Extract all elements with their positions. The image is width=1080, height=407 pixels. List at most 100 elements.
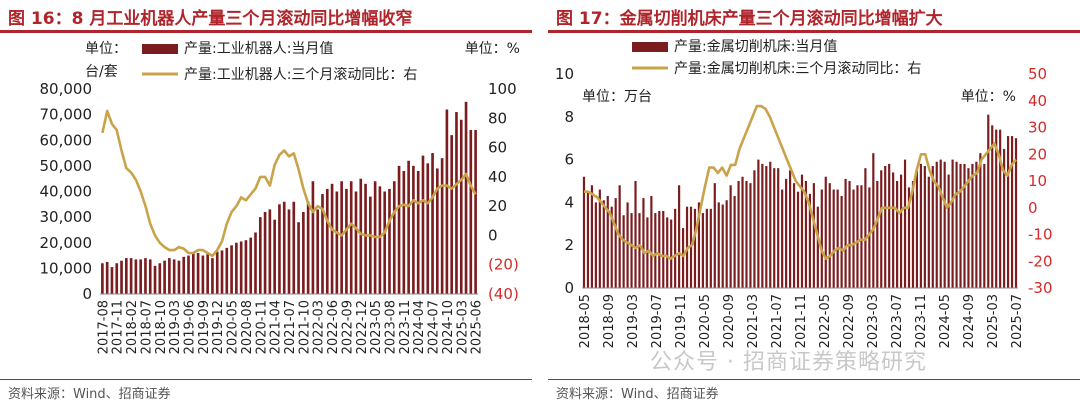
bar bbox=[634, 181, 637, 288]
legend-bar-swatch bbox=[142, 44, 178, 54]
bar bbox=[120, 260, 123, 294]
bar bbox=[125, 258, 128, 294]
y-right-tick-label: -30 bbox=[1028, 279, 1053, 297]
x-tick-label: 2018-10 bbox=[154, 300, 169, 354]
bar bbox=[773, 168, 776, 288]
bar bbox=[421, 155, 425, 294]
bar bbox=[769, 161, 772, 288]
bar bbox=[330, 183, 334, 294]
bar bbox=[582, 176, 586, 288]
bar bbox=[239, 241, 243, 294]
bar bbox=[991, 125, 994, 288]
bar bbox=[590, 185, 593, 288]
bar bbox=[215, 251, 219, 294]
machine-tool-production-chart: 单位：万台 单位：% 产量:金属切削机床:当月值产量:金属切削机床:三个月滚动同比：… bbox=[555, 39, 1053, 348]
y-left-tick-label: 50,000 bbox=[40, 157, 93, 175]
bar bbox=[658, 210, 661, 288]
bar bbox=[999, 129, 1002, 288]
bar bbox=[923, 166, 926, 288]
bar bbox=[249, 237, 253, 294]
x-tick-label: 2021-10 bbox=[297, 300, 312, 354]
figure-16-title: 图 16：8 月工业机器人产量三个月滚动同比增幅收窄 bbox=[8, 9, 413, 29]
x-tick-label: 2025-07 bbox=[1010, 294, 1025, 348]
y-right-tick-label: 60 bbox=[488, 139, 507, 157]
legend-bar-swatch bbox=[632, 42, 668, 52]
x-tick-label: 2018-02 bbox=[125, 300, 140, 354]
x-tick-label: 2021-07 bbox=[283, 300, 298, 354]
bar bbox=[824, 176, 827, 288]
x-tick-label: 2021-04 bbox=[269, 300, 284, 354]
y-right-tick-label: (20) bbox=[488, 256, 519, 274]
bar bbox=[662, 210, 665, 288]
bar bbox=[931, 166, 934, 288]
bar bbox=[816, 206, 819, 288]
bar bbox=[844, 178, 847, 288]
x-tick-label: 2022-06 bbox=[326, 300, 341, 354]
y-right-tick-label: 40 bbox=[1028, 92, 1047, 110]
x-tick-label: 2023-05 bbox=[369, 300, 384, 354]
y-left-tick-label: 2 bbox=[564, 236, 574, 254]
bar bbox=[201, 255, 205, 294]
bar bbox=[598, 189, 601, 288]
x-tick-label: 2022-05 bbox=[818, 294, 833, 348]
bar bbox=[211, 258, 214, 294]
bar bbox=[705, 208, 708, 288]
bar bbox=[971, 163, 974, 288]
bar bbox=[297, 222, 300, 294]
bar bbox=[105, 261, 109, 294]
bar bbox=[955, 161, 958, 288]
bar bbox=[860, 185, 863, 288]
bar bbox=[745, 181, 748, 288]
bar bbox=[951, 159, 954, 288]
x-tick-label: 2022-09 bbox=[842, 294, 857, 348]
x-tick-label: 2021-03 bbox=[746, 294, 761, 348]
bar bbox=[852, 189, 855, 288]
bar bbox=[800, 174, 804, 288]
bar bbox=[455, 112, 458, 294]
bar bbox=[158, 263, 162, 294]
bar bbox=[630, 213, 633, 288]
bar bbox=[935, 161, 938, 288]
x-tick-label: 2025-06 bbox=[470, 300, 485, 354]
bar bbox=[115, 263, 119, 294]
x-tick-label: 2024-04 bbox=[412, 300, 427, 354]
bar bbox=[392, 181, 396, 294]
bar bbox=[670, 219, 673, 288]
bar bbox=[614, 198, 617, 288]
y-left-tick-label: 30,000 bbox=[40, 208, 93, 226]
bar bbox=[254, 232, 257, 294]
bar bbox=[474, 130, 477, 294]
y-left-tick-label: 10,000 bbox=[40, 259, 93, 277]
right-unit-label: 单位：% bbox=[961, 89, 1016, 105]
x-tick-label: 2021-11 bbox=[794, 294, 809, 348]
y-left-tick-label: 6 bbox=[564, 151, 574, 169]
bar bbox=[903, 159, 907, 288]
bar bbox=[431, 153, 434, 294]
x-tick-label: 2020-11 bbox=[254, 300, 269, 354]
y-right-tick-label: 10 bbox=[1028, 172, 1047, 190]
bar bbox=[139, 259, 142, 294]
bar bbox=[963, 163, 966, 288]
bar bbox=[757, 159, 760, 288]
y-right-tick-label: 50 bbox=[1028, 65, 1047, 83]
bar bbox=[848, 181, 851, 288]
x-tick-label: 2019-11 bbox=[674, 294, 689, 348]
bar bbox=[741, 176, 744, 288]
bar bbox=[880, 170, 883, 288]
figure-17-title: 图 17：金属切削机床产量三个月滚动同比增幅扩大 bbox=[556, 9, 943, 29]
y-left-tick-label: 8 bbox=[564, 108, 574, 126]
bar bbox=[832, 189, 835, 288]
x-tick-label: 2020-09 bbox=[722, 294, 737, 348]
bar bbox=[975, 161, 978, 288]
x-tick-label: 2019-03 bbox=[168, 300, 183, 354]
bar bbox=[888, 163, 891, 288]
bar bbox=[884, 166, 887, 288]
bar bbox=[919, 163, 922, 288]
y-right-tick-label: -10 bbox=[1028, 226, 1053, 244]
x-tick-label: 2018-07 bbox=[139, 300, 154, 354]
bar bbox=[187, 255, 190, 294]
bar bbox=[650, 195, 653, 288]
bar bbox=[244, 240, 248, 294]
left-unit-label: 单位： bbox=[85, 41, 127, 57]
x-tick-label: 2019-06 bbox=[183, 300, 198, 354]
